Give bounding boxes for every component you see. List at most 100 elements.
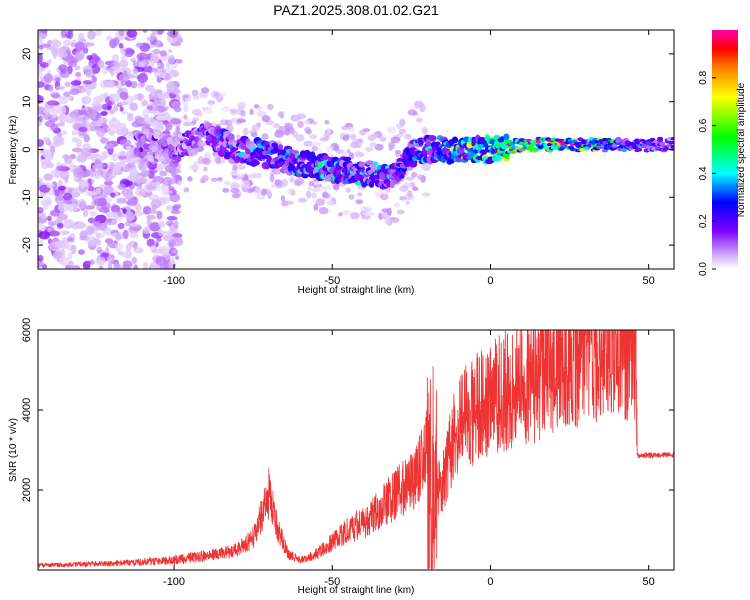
spectrogram-cell — [122, 260, 132, 269]
spectrogram-cell — [463, 136, 470, 143]
spectrogram-cell — [134, 187, 146, 197]
y-tick-label: -20 — [21, 237, 33, 253]
spectrogram-cell — [54, 187, 60, 197]
spectrogram-cell — [229, 108, 238, 113]
spectrogram-cell — [151, 181, 160, 187]
spectrogram-cell — [38, 149, 42, 156]
spectrogram-cell — [137, 73, 148, 83]
spectrogram-cell — [340, 150, 347, 158]
spectrogram-cell — [201, 174, 209, 182]
spectrogram-cell — [668, 140, 674, 145]
spectrogram-cell — [324, 120, 330, 125]
spectrogram-cell — [303, 140, 313, 147]
spectrogram-cell — [217, 177, 223, 182]
spectrogram-cell — [108, 170, 117, 179]
x-tick-label: -100 — [163, 576, 185, 588]
spectrogram-cell — [157, 229, 164, 237]
spectrogram-cell — [43, 229, 49, 238]
spectrogram-cell — [271, 182, 276, 189]
spectrogram-cell — [340, 125, 348, 131]
spectrogram-cell — [236, 164, 246, 170]
spectrogram-cell — [189, 163, 200, 171]
spectrogram-cell — [231, 192, 241, 199]
spectrogram-cell — [333, 184, 340, 191]
spectrogram-cell — [41, 264, 48, 269]
spectrogram-cell — [169, 256, 176, 266]
spectrogram-cell — [338, 212, 343, 217]
x-tick-label: 50 — [643, 576, 655, 588]
spectrogram-cell — [119, 139, 132, 147]
spectrogram-cell — [167, 179, 172, 187]
spectrogram-cell — [224, 119, 233, 127]
spectrogram-cell — [311, 141, 321, 147]
spectrogram-cell — [385, 187, 390, 196]
spectrogram-cell — [116, 197, 127, 204]
spectrogram-cell — [349, 212, 360, 220]
spectrogram-cell — [60, 130, 68, 136]
spectrogram-cell — [302, 119, 311, 125]
spectrogram-cell — [63, 192, 73, 201]
spectrogram-cell — [82, 209, 89, 217]
spectrogram-cell — [109, 93, 120, 103]
spectrogram-cell — [85, 225, 95, 236]
spectrogram-cell — [116, 101, 129, 106]
spectrogram-cell — [379, 193, 389, 201]
spectrogram-cell — [160, 98, 167, 104]
snr-x-label: Height of straight line (km) — [298, 585, 415, 596]
spectrogram-cell — [91, 75, 98, 83]
spectrogram-cell — [404, 162, 412, 167]
spectrogram-cell — [142, 30, 148, 33]
spectrogram-cell — [60, 30, 67, 39]
spectrogram-cell — [157, 111, 162, 118]
spectrogram-cell — [87, 30, 96, 40]
spectrogram-cell — [405, 176, 415, 181]
spectrogram-cell — [56, 222, 64, 229]
spectrogram-cell — [175, 126, 181, 133]
spectrogram-cell — [59, 95, 68, 105]
spectrogram-cell — [38, 36, 44, 44]
spectrogram-cell — [192, 117, 200, 122]
spectrogram-cell — [38, 66, 46, 73]
spectrogram-cell — [116, 126, 128, 136]
y-tick-label: 6000 — [21, 318, 33, 342]
spectrogram-cell — [46, 162, 54, 169]
spectrogram-cell — [70, 80, 82, 86]
spectrogram-cell — [63, 219, 75, 230]
spectrogram-cell — [146, 238, 155, 247]
spectrogram-cell — [166, 216, 178, 221]
spectrogram-cell — [316, 186, 324, 192]
spectrogram-cell — [309, 134, 318, 140]
spectrogram-cell — [170, 176, 177, 185]
snr-y-label: SNR (10 * v/v) — [8, 418, 19, 482]
spectrogram-cell — [280, 195, 286, 202]
spectrogram-cell — [294, 177, 304, 185]
spectrogram-cell — [121, 251, 127, 258]
x-tick-label: 0 — [487, 576, 493, 588]
spectrogram-cell — [66, 95, 73, 101]
spectrogram-cell — [170, 118, 182, 125]
spectrogram-cell — [109, 109, 115, 115]
spectrogram-cell — [68, 260, 74, 268]
spectrogram-cell — [272, 124, 280, 129]
spectrogram-cell — [277, 111, 284, 117]
spectrogram-cell — [364, 146, 374, 152]
spectrogram-cell — [370, 133, 379, 139]
spectrogram-cell — [237, 173, 245, 179]
spectrogram-cell — [131, 256, 138, 264]
spectrogram-cell — [68, 60, 77, 68]
spectrogram-cell — [118, 30, 125, 37]
spectrogram-cell — [174, 155, 182, 163]
y-tick-label: -10 — [21, 189, 33, 205]
spectrogram-cell — [65, 117, 76, 124]
spectrogram-cell — [122, 229, 129, 240]
spectrogram-cell — [82, 65, 94, 74]
colorbar-tick-label: 0.2 — [698, 214, 709, 228]
spectrogram-cell — [158, 220, 166, 228]
spectrogram-cell — [89, 125, 102, 132]
spectrogram-cell — [386, 126, 397, 134]
spectrogram-cell — [342, 209, 351, 216]
spectrogram-cell — [89, 210, 98, 217]
spectrogram-cell — [176, 180, 182, 187]
x-tick-label: -50 — [324, 576, 340, 588]
